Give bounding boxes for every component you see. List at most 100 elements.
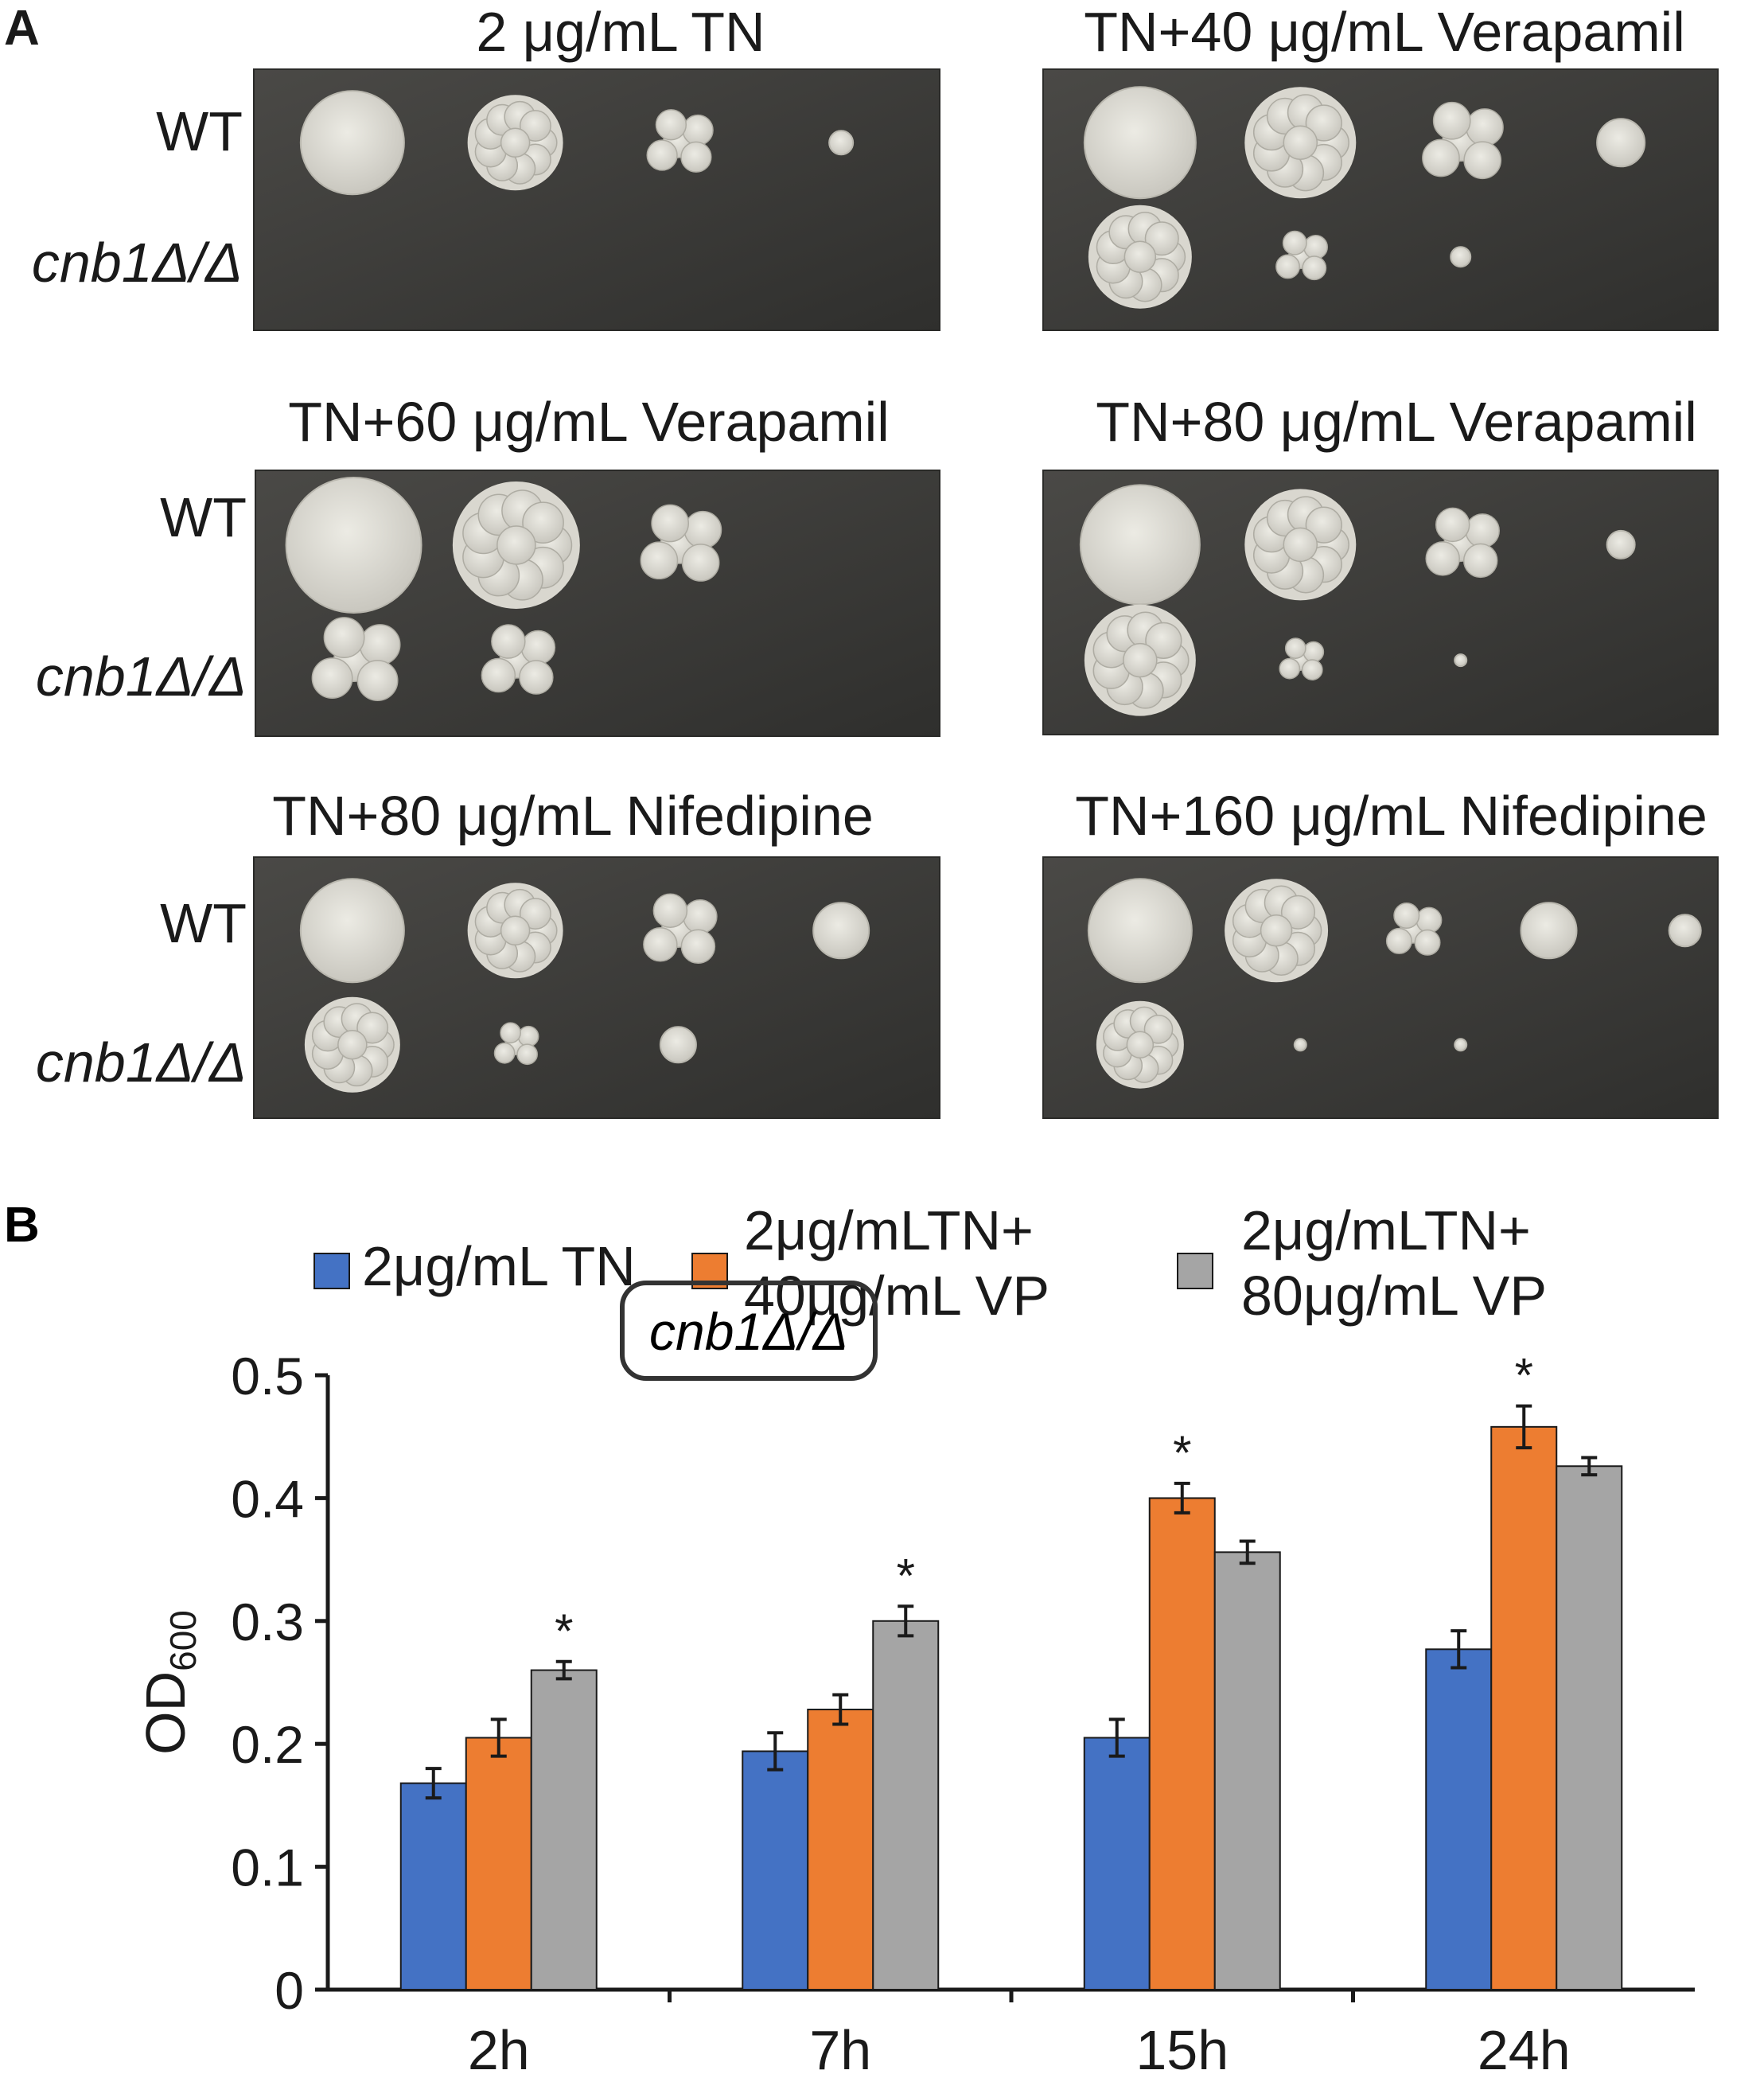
legend-label: 2μg/mLTN+ 40μg/mL VP xyxy=(744,1199,1049,1327)
yeast-colony xyxy=(1088,205,1192,309)
yeast-colony xyxy=(467,95,563,191)
plate-title: 2 μg/mL TN xyxy=(476,1,765,63)
y-tick-label: 0 xyxy=(275,1961,304,2020)
yeast-colony xyxy=(1450,246,1472,268)
bar xyxy=(742,1750,809,1990)
error-bar xyxy=(425,1767,442,1800)
x-tick-label: 24h xyxy=(1478,2019,1571,2074)
x-tick-label: 15h xyxy=(1135,2019,1229,2074)
plate-title: TN+60 μg/mL Verapamil xyxy=(288,391,890,453)
row-label-mutant: cnb1Δ/Δ xyxy=(35,645,247,708)
y-tick-label: 0.3 xyxy=(231,1593,304,1651)
row-label-mutant: cnb1Δ/Δ xyxy=(31,232,243,294)
row-label-wt: WT xyxy=(156,100,243,162)
yeast-colony xyxy=(1087,878,1193,984)
error-bar xyxy=(767,1731,784,1772)
error-bar xyxy=(1451,1629,1467,1670)
yeast-colony xyxy=(828,130,855,156)
legend-label: 2μg/mL TN xyxy=(362,1235,636,1297)
yeast-colony xyxy=(311,617,401,701)
panel-a-letter: A xyxy=(4,1,40,56)
yeast-colony xyxy=(1422,101,1504,180)
significance-star: * xyxy=(1515,1349,1533,1402)
plate-colonies xyxy=(255,70,939,329)
plate-colonies xyxy=(255,858,939,1117)
plate-colonies xyxy=(1044,858,1717,1117)
significance-star: * xyxy=(555,1604,573,1658)
yeast-colony xyxy=(304,996,400,1093)
significance-star: * xyxy=(897,1549,915,1602)
bar xyxy=(530,1669,598,1990)
bar xyxy=(807,1708,874,1991)
yeast-plate xyxy=(255,470,940,737)
error-bar xyxy=(832,1693,849,1726)
yeast-colony xyxy=(1606,529,1636,559)
yeast-colony xyxy=(1083,86,1197,200)
yeast-colony xyxy=(299,90,405,196)
legend-swatch xyxy=(313,1253,350,1289)
yeast-colony xyxy=(1225,879,1329,983)
yeast-colony xyxy=(452,481,580,609)
legend-swatch xyxy=(1177,1253,1213,1289)
yeast-colony xyxy=(1275,230,1328,281)
bar xyxy=(399,1782,467,1990)
plate-colonies xyxy=(1044,471,1717,734)
yeast-colony xyxy=(299,878,405,984)
panel-b-letter: B xyxy=(4,1198,40,1253)
yeast-plate xyxy=(1042,856,1719,1119)
error-bar xyxy=(555,1659,572,1681)
yeast-colony xyxy=(481,624,556,695)
error-bar xyxy=(1239,1539,1256,1565)
yeast-colony xyxy=(1454,653,1468,668)
bar xyxy=(1083,1737,1151,1990)
yeast-colony xyxy=(1096,1000,1184,1089)
y-tick-label: 0.2 xyxy=(231,1715,304,1774)
y-tick-label: 0.1 xyxy=(231,1838,304,1897)
yeast-colony xyxy=(467,883,563,979)
yeast-colony xyxy=(285,476,423,614)
yeast-colony xyxy=(643,893,718,965)
yeast-plate xyxy=(253,68,940,331)
chart-bars: * * * * xyxy=(399,1349,1623,1991)
yeast-colony xyxy=(1668,914,1702,948)
yeast-colony xyxy=(1520,902,1578,960)
error-bar xyxy=(1108,1717,1125,1758)
significance-star: * xyxy=(1173,1426,1191,1479)
bar xyxy=(1213,1551,1281,1990)
yeast-colony xyxy=(1079,484,1201,606)
yeast-colony xyxy=(659,1026,697,1064)
y-tick-label: 0.5 xyxy=(231,1347,304,1405)
row-label-mutant: cnb1Δ/Δ xyxy=(35,1031,247,1094)
bar xyxy=(872,1620,940,1990)
bar xyxy=(1556,1465,1623,1991)
yeast-colony xyxy=(1454,1038,1468,1052)
bar xyxy=(1490,1425,1558,1990)
bar xyxy=(1425,1648,1493,1990)
y-tick-label: 0.4 xyxy=(231,1469,304,1528)
yeast-colony xyxy=(1244,489,1357,601)
error-bar xyxy=(1581,1456,1598,1477)
yeast-colony xyxy=(1084,604,1196,716)
yeast-colony xyxy=(812,902,870,960)
yeast-colony xyxy=(1293,1038,1307,1052)
plate-title: TN+160 μg/mL Nifedipine xyxy=(1075,785,1708,847)
row-label-wt: WT xyxy=(160,892,247,954)
chart-legend: 2μg/mL TN 2μg/mLTN+ 40μg/mL VP 2μg/mLTN+ 80μ… xyxy=(313,1199,1547,1327)
yeast-colony xyxy=(1425,507,1500,579)
legend-label: 2μg/mLTN+ 80μg/mL VP xyxy=(1241,1199,1547,1327)
plate-title: TN+40 μg/mL Verapamil xyxy=(1084,1,1685,63)
yeast-colony xyxy=(646,109,714,173)
yeast-colony xyxy=(1596,118,1646,168)
bar xyxy=(465,1737,532,1990)
x-tick-label: 2h xyxy=(468,2019,530,2074)
plate-colonies xyxy=(256,471,939,735)
yeast-plate xyxy=(1042,470,1719,735)
inset-label: cnb1Δ/Δ xyxy=(649,1302,848,1361)
yeast-colony xyxy=(1385,903,1443,956)
yeast-plate xyxy=(253,856,940,1119)
od600-bar-chart: B 2μg/mL TN 2μg/mLTN+ 40μg/mL VP 2μg/mLTN+ 8… xyxy=(4,1198,1695,2074)
yeast-colony xyxy=(640,504,722,582)
error-bar xyxy=(490,1717,507,1758)
plate-title: TN+80 μg/mL Nifedipine xyxy=(272,785,874,847)
error-bar xyxy=(1174,1481,1190,1515)
